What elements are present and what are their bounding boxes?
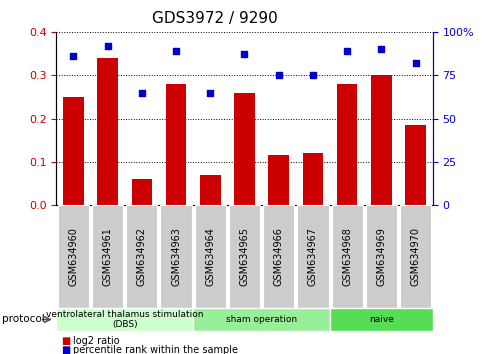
Text: GSM634964: GSM634964 [205,227,215,286]
Point [411,60,419,66]
Text: GSM634963: GSM634963 [171,227,181,286]
Text: GSM634961: GSM634961 [102,227,112,286]
Text: GSM634969: GSM634969 [376,227,386,286]
Text: GSM634965: GSM634965 [239,227,249,286]
Text: GSM634962: GSM634962 [137,227,146,286]
Bar [302,153,323,205]
Point [240,52,248,57]
Bar [405,125,425,205]
Point [138,90,145,96]
Text: GSM634960: GSM634960 [68,227,78,286]
Text: naive: naive [368,315,393,324]
Bar [200,175,220,205]
Text: GDS3972 / 9290: GDS3972 / 9290 [152,11,278,25]
Bar [165,84,186,205]
Text: protocol: protocol [2,314,45,325]
Text: GSM634966: GSM634966 [273,227,283,286]
Point [343,48,350,54]
Point [206,90,214,96]
Text: sham operation: sham operation [225,315,297,324]
Text: ventrolateral thalamus stimulation
(DBS): ventrolateral thalamus stimulation (DBS) [46,310,203,329]
Text: GSM634970: GSM634970 [410,227,420,286]
Text: ■: ■ [61,346,70,354]
Text: ■: ■ [61,336,70,346]
Bar [97,58,118,205]
Bar [131,179,152,205]
Text: GSM634968: GSM634968 [342,227,351,286]
Bar [63,97,83,205]
Point [172,48,180,54]
Text: GSM634967: GSM634967 [307,227,317,286]
Point [377,46,385,52]
Text: log2 ratio: log2 ratio [73,336,120,346]
Point [308,73,316,78]
Bar [370,75,391,205]
Point [69,53,77,59]
Text: percentile rank within the sample: percentile rank within the sample [73,346,238,354]
Point [103,43,111,48]
Bar [268,155,288,205]
Bar [234,93,254,205]
Point [274,73,282,78]
Bar [336,84,357,205]
